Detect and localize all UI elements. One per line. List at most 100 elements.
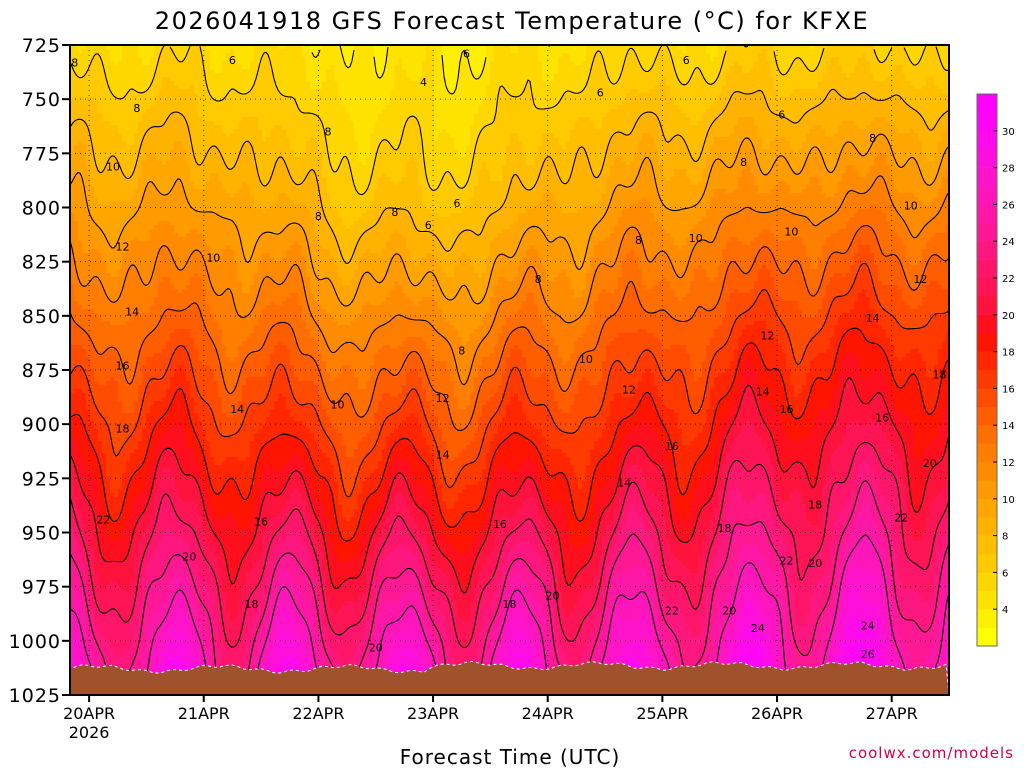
temperature-band-cell	[86, 253, 90, 257]
temperature-band-cell	[82, 457, 86, 461]
temperature-band-cell	[94, 429, 98, 433]
temperature-band-cell	[94, 397, 98, 401]
temperature-band-cell	[94, 549, 98, 553]
temperature-band-cell	[86, 517, 90, 521]
temperature-band-cell	[78, 541, 82, 545]
temperature-band-cell	[86, 397, 90, 401]
temperature-band-cell	[98, 197, 102, 201]
temperature-band-cell	[78, 269, 82, 273]
temperature-band-cell	[94, 569, 98, 573]
temperature-band-cell	[86, 641, 90, 645]
temperature-band-cell	[94, 253, 98, 257]
temperature-band-cell	[86, 145, 90, 149]
temperature-band-cell	[74, 585, 78, 589]
temperature-band-cell	[94, 465, 98, 469]
temperature-band-cell	[78, 121, 82, 125]
temperature-band-cell	[90, 201, 94, 205]
temperature-band-cell	[98, 421, 102, 425]
temperature-band-cell	[94, 213, 98, 217]
temperature-band-cell	[74, 185, 78, 189]
temperature-band-cell	[98, 121, 102, 125]
temperature-band-cell	[94, 117, 98, 121]
temperature-band-cell	[98, 377, 102, 381]
temperature-band-cell	[90, 421, 94, 425]
temperature-band-cell	[94, 325, 98, 329]
temperature-band-cell	[74, 317, 78, 321]
temperature-band-cell	[74, 397, 78, 401]
temperature-band-cell	[98, 161, 102, 165]
temperature-band-cell	[74, 225, 78, 229]
temperature-band-cell	[94, 477, 98, 481]
temperature-band-cell	[98, 181, 102, 185]
temperature-band-cell	[86, 477, 90, 481]
temperature-band-cell	[86, 185, 90, 189]
temperature-band-cell	[74, 129, 78, 133]
temperature-band-cell	[74, 481, 78, 485]
temperature-band-cell	[86, 149, 90, 153]
temperature-band-cell	[78, 509, 82, 513]
temperature-band-cell	[78, 397, 82, 401]
temperature-band-cell	[82, 561, 86, 565]
temperature-band-cell	[90, 605, 94, 609]
temperature-band-cell	[98, 381, 102, 385]
temperature-band-cell	[90, 197, 94, 201]
temperature-band-cell	[94, 553, 98, 557]
temperature-band-cell	[82, 245, 86, 249]
temperature-band-cell	[98, 301, 102, 305]
temperature-band-cell	[82, 405, 86, 409]
temperature-band-cell	[90, 425, 94, 429]
temperature-band-cell	[94, 129, 98, 133]
temperature-band-cell	[78, 425, 82, 429]
temperature-band-cell	[78, 645, 82, 649]
temperature-band-cell	[74, 89, 78, 93]
temperature-band-cell	[82, 53, 86, 57]
temperature-band-cell	[90, 645, 94, 649]
temperature-band-cell	[86, 529, 90, 533]
temperature-band-cell	[98, 221, 102, 225]
temperature-band-cell	[78, 333, 82, 337]
temperature-band-cell	[90, 253, 94, 257]
temperature-band-cell	[82, 433, 86, 437]
temperature-band-cell	[74, 357, 78, 361]
temperature-band-cell	[94, 341, 98, 345]
temperature-band-cell	[94, 561, 98, 565]
temperature-band-cell	[86, 153, 90, 157]
plot-area: 886108648 866101288666888 10 10101214161810…	[70, 45, 950, 697]
temperature-band-cell	[82, 577, 86, 581]
temperature-band-cell	[86, 453, 90, 457]
temperature-band-cell	[86, 261, 90, 265]
temperature-band-cell	[86, 193, 90, 197]
temperature-band-cell	[86, 461, 90, 465]
temperature-band-cell	[90, 269, 94, 273]
temperature-band-cell	[74, 505, 78, 509]
temperature-band-cell	[90, 597, 94, 601]
temperature-band-cell	[90, 109, 94, 113]
temperature-band-cell	[82, 89, 86, 93]
temperature-band-cell	[90, 121, 94, 125]
temperature-band-cell	[74, 333, 78, 337]
temperature-band-cell	[82, 101, 86, 105]
temperature-band-cell	[98, 405, 102, 409]
temperature-band-cell	[86, 105, 90, 109]
temperature-band-cell	[78, 353, 82, 357]
temperature-band-cell	[98, 253, 102, 257]
temperature-band-cell	[74, 281, 78, 285]
temperature-band-cell	[90, 549, 94, 553]
temperature-band-cell	[98, 113, 102, 117]
temperature-band-cell	[86, 545, 90, 549]
temperature-band-cell	[74, 541, 78, 545]
temperature-cross-section-chart: 2026041918 GFS Forecast Temperature (°C)…	[0, 0, 1024, 768]
temperature-band-cell	[90, 281, 94, 285]
temperature-band-cell	[82, 233, 86, 237]
temperature-band-cell	[90, 193, 94, 197]
temperature-band-cell	[74, 645, 78, 649]
temperature-band-cell	[98, 333, 102, 337]
temperature-band-cell	[90, 229, 94, 233]
temperature-band-cell	[94, 81, 98, 85]
temperature-band-cell	[74, 133, 78, 137]
temperature-band-cell	[82, 253, 86, 257]
temperature-band-cell	[82, 453, 86, 457]
temperature-band-cell	[94, 65, 98, 69]
temperature-band-cell	[86, 309, 90, 313]
temperature-band-cell	[74, 153, 78, 157]
